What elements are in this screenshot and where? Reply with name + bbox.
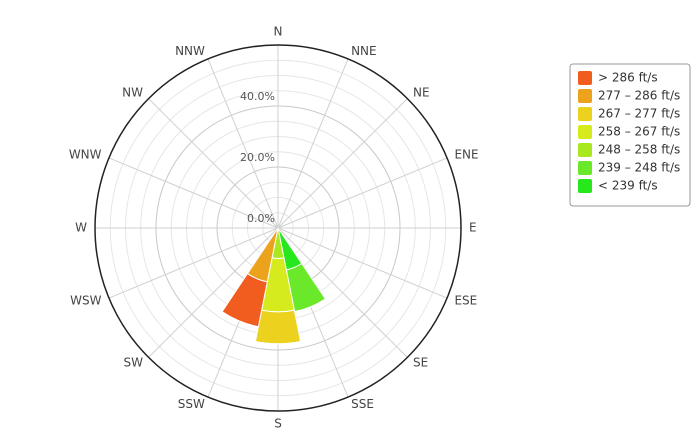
direction-label: WSW <box>70 294 101 308</box>
direction-label: N <box>274 25 283 39</box>
direction-label: ESE <box>454 294 477 308</box>
spoke <box>277 58 349 229</box>
sector <box>254 309 302 345</box>
legend-swatch[interactable] <box>578 161 592 175</box>
legend-label[interactable]: < 239 ft/s <box>598 179 658 193</box>
y-tick-label: 20.0% <box>240 151 275 164</box>
direction-label: SE <box>413 356 428 370</box>
legend-label[interactable]: 258 – 267 ft/s <box>598 125 680 139</box>
legend-swatch[interactable] <box>578 125 592 139</box>
legend-swatch[interactable] <box>578 179 592 193</box>
spoke <box>277 227 448 299</box>
direction-label: ENE <box>454 147 478 161</box>
legend-label[interactable]: > 286 ft/s <box>598 71 658 85</box>
y-tick-label: 0.0% <box>247 212 275 225</box>
legend-swatch[interactable] <box>578 143 592 157</box>
legend-swatch[interactable] <box>578 71 592 85</box>
legend-swatch[interactable] <box>578 107 592 121</box>
spoke <box>277 157 448 229</box>
sector <box>221 272 268 328</box>
direction-label: SSW <box>178 397 205 411</box>
legend-swatch[interactable] <box>578 89 592 103</box>
spoke <box>207 58 279 229</box>
direction-label: NE <box>413 85 430 99</box>
direction-label: W <box>75 221 87 235</box>
direction-label: WNW <box>69 147 102 161</box>
legend-box <box>569 63 691 207</box>
direction-label: NNE <box>351 44 377 58</box>
direction-label: S <box>274 417 282 431</box>
direction-label: NNW <box>175 44 205 58</box>
legend-label[interactable]: 239 – 248 ft/s <box>598 161 680 175</box>
legend-label[interactable]: 248 – 258 ft/s <box>598 143 680 157</box>
spoke <box>108 227 279 299</box>
spoke <box>108 157 279 229</box>
spoke <box>277 227 408 358</box>
spoke <box>148 227 279 358</box>
y-tick-label: 40.0% <box>240 90 275 103</box>
direction-label: SSE <box>351 397 374 411</box>
direction-label: NW <box>122 85 143 99</box>
spoke <box>277 98 408 229</box>
legend-label[interactable]: 277 – 286 ft/s <box>598 89 680 103</box>
direction-label: SW <box>123 356 143 370</box>
spoke <box>148 98 279 229</box>
outer-circle <box>94 44 462 412</box>
direction-label: E <box>469 221 477 235</box>
sector <box>294 298 326 313</box>
legend-label[interactable]: 267 – 277 ft/s <box>598 107 680 121</box>
